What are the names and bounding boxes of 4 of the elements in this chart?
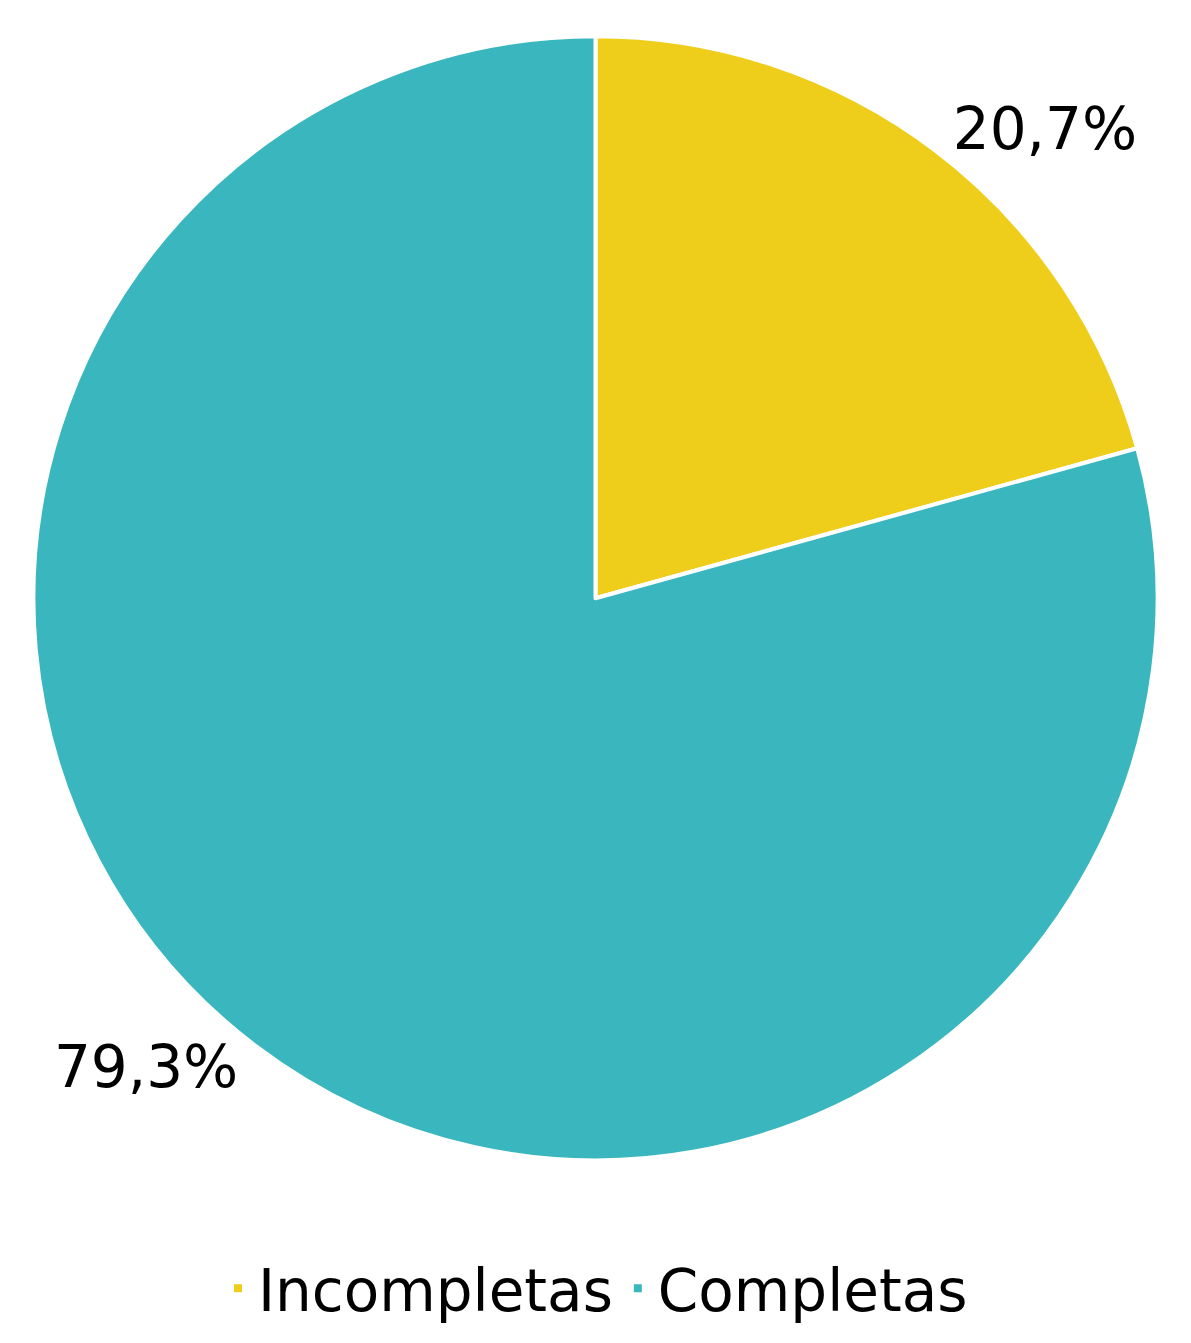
legend-label: Incompletas [258, 1256, 613, 1325]
data-label: 20,7% [952, 95, 1138, 164]
legend-label: Completas [657, 1256, 968, 1325]
data-label: 79,3% [53, 1033, 239, 1102]
